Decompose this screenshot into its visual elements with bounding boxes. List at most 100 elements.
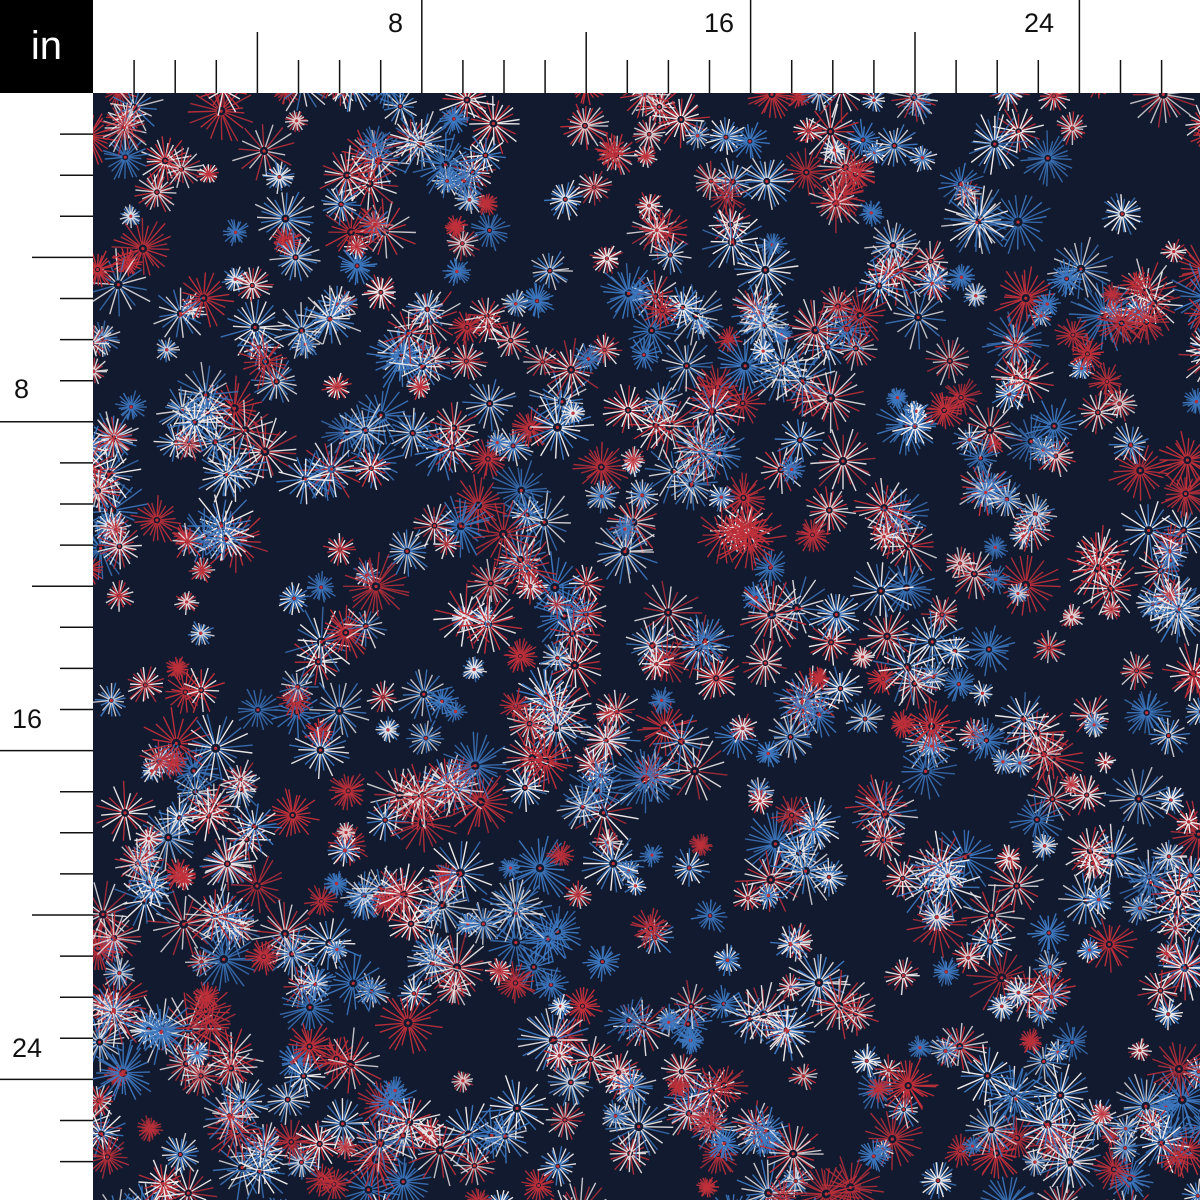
burst-center (1144, 1104, 1148, 1108)
left-ruler-label-8: 8 (14, 374, 30, 404)
burst-rays (533, 250, 569, 289)
burst-rays (102, 133, 146, 179)
firework-burst (550, 1177, 607, 1200)
burst-center (1016, 129, 1021, 134)
burst-rays (1185, 697, 1200, 726)
burst-rays (450, 340, 488, 380)
burst-center (569, 1080, 573, 1084)
firework-burst (981, 194, 1051, 255)
burst-rays (450, 343, 487, 381)
burst-center (161, 1182, 165, 1186)
firework-burst (96, 780, 156, 842)
burst-center (861, 138, 865, 142)
burst-center (1000, 976, 1004, 980)
firework-burst (237, 688, 283, 731)
firework-burst (450, 340, 488, 381)
burst-center (117, 594, 121, 598)
burst-center (223, 536, 228, 540)
burst-rays (388, 339, 451, 391)
burst-center (599, 465, 603, 469)
burst-rays (137, 1115, 164, 1142)
firework-burst (1095, 751, 1117, 774)
burst-center (461, 1079, 465, 1083)
burst-rays (262, 161, 295, 194)
firework-burst (748, 787, 774, 815)
burst-rays (96, 780, 154, 841)
burst-center (99, 546, 103, 550)
burst-center (343, 1145, 347, 1149)
burst-rays (866, 661, 900, 694)
firework-burst (705, 117, 748, 155)
burst-rays (1095, 751, 1117, 774)
burst-rays (378, 1157, 432, 1200)
top-ruler-label-24: 24 (1024, 8, 1055, 38)
burst-center (657, 105, 661, 109)
burst-center (1016, 220, 1020, 224)
burst-rays (516, 490, 571, 556)
burst-rays (1025, 130, 1073, 185)
top-ruler-label-8: 8 (388, 8, 404, 38)
firework-burst (962, 625, 1016, 677)
burst-rays (134, 495, 181, 542)
burst-center (116, 283, 120, 287)
burst-center (876, 803, 881, 807)
burst-center (184, 1062, 188, 1066)
firework-burst (262, 160, 295, 194)
burst-center (420, 364, 424, 368)
burst-center (1033, 1160, 1037, 1164)
firework-burst (688, 833, 713, 857)
firework-burst (451, 1070, 474, 1093)
burst-rays (260, 191, 314, 251)
burst-rays (465, 383, 516, 432)
burst-rays (1032, 950, 1065, 984)
firework-burst (783, 147, 832, 197)
firework-burst (93, 248, 151, 317)
burst-rays (981, 194, 1047, 252)
burst-rays (846, 121, 881, 158)
burst-center (401, 1180, 405, 1184)
burst-center (411, 431, 415, 435)
burst-center (467, 198, 472, 202)
burst-center (699, 843, 703, 847)
burst-rays (100, 786, 156, 842)
burst-rays (1165, 643, 1200, 702)
burst-rays (870, 124, 918, 167)
burst-center (758, 799, 762, 803)
firework-burst (502, 765, 550, 812)
burst-center (535, 299, 539, 303)
burst-center (1180, 1098, 1184, 1102)
burst-rays (756, 740, 783, 768)
burst-center (773, 842, 778, 846)
burst-center (488, 401, 492, 406)
burst-center (854, 346, 858, 351)
burst-rays (237, 689, 279, 731)
burst-center (829, 640, 833, 644)
burst-rays (562, 1177, 607, 1200)
firework-burst (213, 398, 280, 463)
burst-center (724, 135, 728, 139)
firework-burst (102, 133, 150, 180)
firework-burst (433, 583, 493, 649)
burst-rays (962, 630, 1011, 677)
burst-center (708, 914, 712, 918)
burst-rays (122, 1185, 160, 1200)
burst-center (709, 179, 713, 183)
burst-center (726, 337, 730, 341)
burst-center (1015, 1136, 1019, 1140)
unit-label-box: in (0, 0, 93, 93)
burst-center (123, 155, 127, 159)
firework-burst (692, 653, 740, 700)
burst-rays (238, 124, 295, 181)
burst-center (199, 1074, 203, 1078)
left-ruler-label-24: 24 (12, 1033, 43, 1063)
burst-rays (706, 984, 743, 1019)
burst-rays (688, 833, 712, 857)
burst-center (412, 991, 416, 996)
burst-center (256, 708, 260, 712)
burst-center (741, 496, 745, 500)
burst-rays (849, 118, 879, 157)
burst-rays (451, 1071, 474, 1093)
firework-burst (1020, 130, 1073, 187)
burst-rays (1130, 93, 1195, 124)
burst-center (1138, 1048, 1142, 1053)
